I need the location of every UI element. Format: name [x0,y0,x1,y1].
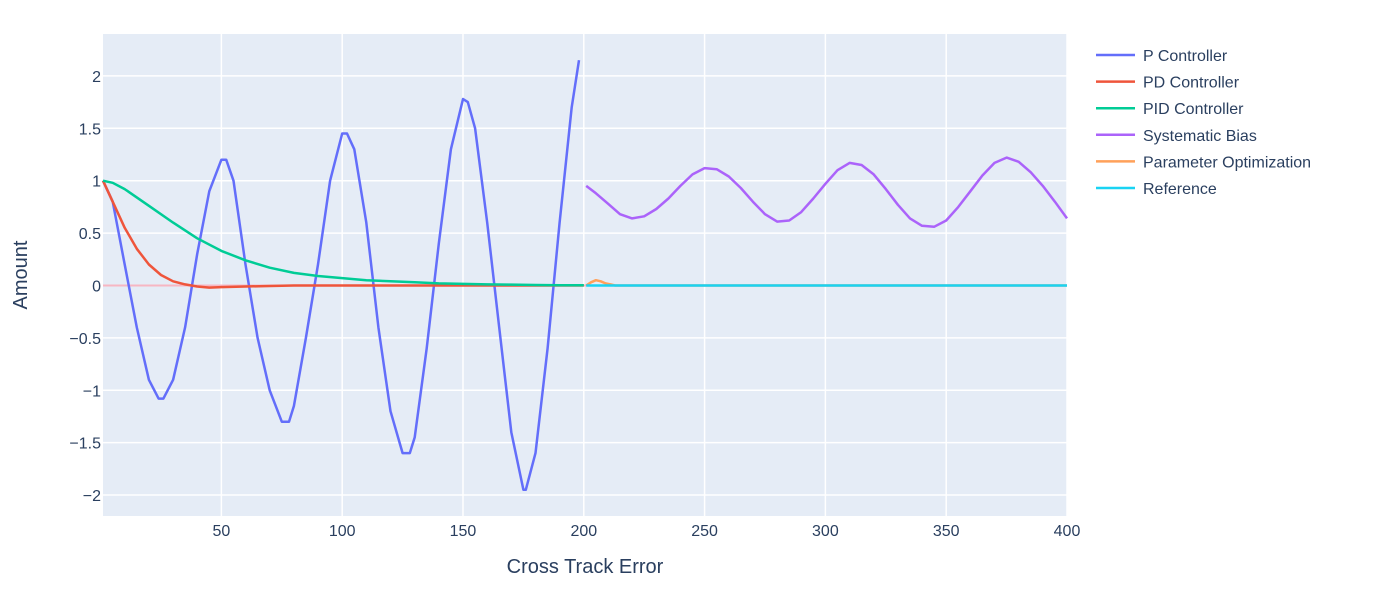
legend-item-p-controller[interactable]: P Controller [1096,48,1228,65]
y-tick-label: −1.5 [69,436,101,453]
x-tick-label: 150 [450,523,477,540]
legend-label: PID Controller [1143,101,1244,118]
y-tick-label: 1.5 [79,121,101,138]
legend-label: Parameter Optimization [1143,154,1311,171]
x-tick-label: 50 [212,523,230,540]
y-tick-label: −2 [83,488,101,505]
legend-label: P Controller [1143,48,1228,65]
x-tick-label: 100 [329,523,356,540]
y-tick-label: 0 [92,278,101,295]
legend-item-pd-controller[interactable]: PD Controller [1096,75,1240,92]
legend-item-pid-controller[interactable]: PID Controller [1096,101,1244,118]
y-axis-title: Amount [10,240,32,309]
x-tick-label: 350 [933,523,960,540]
legend-item-reference[interactable]: Reference [1096,181,1217,198]
plot-area [103,34,1067,516]
y-tick-label: 1 [92,174,101,191]
legend: P Controller PD Controller PID Controller S… [1096,48,1311,198]
x-tick-label: 250 [691,523,718,540]
legend-item-parameter-optimization[interactable]: Parameter Optimization [1096,154,1311,171]
y-tick-label: 0.5 [79,226,101,243]
series-line-systematic-bias [585,156,1069,229]
y-tick-label: −0.5 [69,331,101,348]
y-axis-ticks: 2 1.5 1 0.5 0 −0.5 −1 −1.5 −2 [69,69,101,505]
series-line-p-controller [101,60,581,492]
legend-label: Systematic Bias [1143,128,1257,145]
series-lines [101,60,1069,492]
y-tick-label: −1 [83,383,101,400]
x-tick-label: 400 [1054,523,1081,540]
x-tick-label: 200 [570,523,597,540]
series-line-pid-controller [102,179,584,287]
series-line-pd-controller [101,180,584,289]
legend-label: Reference [1143,181,1217,198]
y-tick-label: 2 [92,69,101,86]
x-axis-ticks: 50 100 150 200 250 300 350 400 [212,523,1080,540]
legend-item-systematic-bias[interactable]: Systematic Bias [1096,128,1257,145]
x-tick-label: 300 [812,523,839,540]
legend-label: PD Controller [1143,75,1240,92]
grid-lines [103,34,1068,516]
x-axis-title: Cross Track Error [507,556,664,578]
